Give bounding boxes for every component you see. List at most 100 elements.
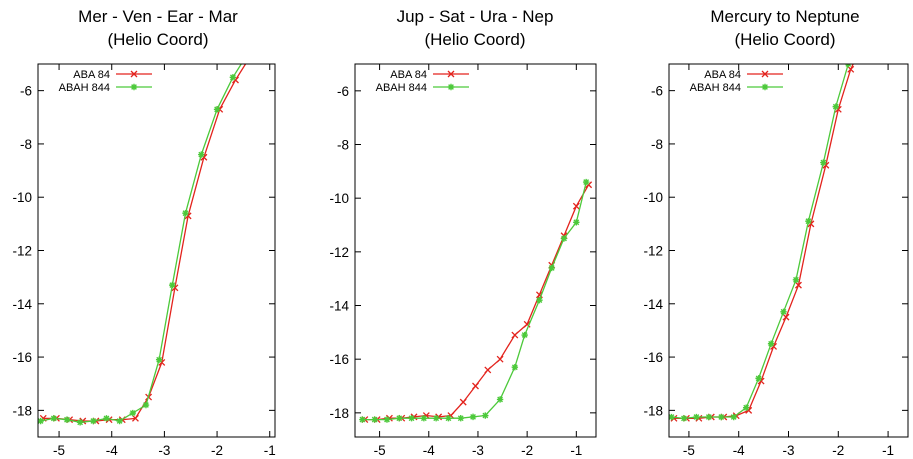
legend-label: ABA 84: [73, 69, 110, 81]
data-point-square: [420, 415, 428, 422]
y-tick-label: -14: [329, 299, 349, 314]
data-point-x: [472, 382, 479, 390]
plot-area: [38, 37, 267, 426]
y-tick-label: -18: [643, 403, 663, 418]
data-point-square: [780, 308, 787, 315]
y-tick-label: -16: [329, 352, 349, 367]
data-point-x: [523, 320, 531, 328]
data-point-square: [63, 416, 71, 423]
data-point-square: [445, 415, 452, 422]
chart-title-line: Mer - Ven - Ear - Mar: [78, 7, 238, 26]
chart-title-line: Jup - Sat - Ura - Nep: [397, 7, 554, 26]
x-tick-label: -2: [211, 443, 223, 458]
data-point-square: [457, 415, 464, 422]
legend-marker-square: [447, 83, 455, 91]
data-point-square: [792, 276, 800, 284]
data-point-square: [248, 45, 254, 51]
x-tick-label: -3: [158, 443, 170, 458]
x-tick-label: -5: [53, 443, 65, 458]
data-point-x: [782, 313, 790, 321]
data-point-square: [408, 415, 415, 422]
data-point-x: [794, 281, 802, 289]
y-tick-label: -14: [643, 297, 663, 312]
y-tick-label: -6: [651, 84, 663, 99]
legend-label: ABA 84: [704, 69, 741, 81]
legend-marker-x: [447, 70, 455, 78]
data-point-square: [730, 413, 737, 421]
y-tick-label: -10: [643, 190, 663, 205]
series-line-aba-84: [43, 64, 247, 422]
data-point-square: [469, 413, 477, 421]
data-point-square: [496, 396, 504, 403]
data-point-square: [229, 74, 237, 81]
chart-panel-3: Mercury to Neptune (Helio Coord) -5 -4 -3 -2 -…: [643, 7, 909, 458]
data-point-square: [50, 415, 57, 422]
data-point-square: [38, 417, 44, 425]
data-point-square: [259, 37, 265, 43]
data-point-square: [76, 419, 84, 426]
data-point-square: [155, 356, 163, 363]
series-line-aba-84: [674, 64, 854, 420]
data-point-square: [805, 217, 812, 225]
y-tick-label: -10: [329, 191, 349, 206]
data-point-square: [129, 409, 136, 417]
x-tick-label: -4: [106, 443, 118, 458]
data-point-square: [680, 415, 688, 422]
data-point-x: [251, 48, 257, 54]
data-point-square: [767, 340, 775, 347]
data-point-x: [459, 398, 467, 406]
data-point-square: [548, 264, 555, 272]
data-point-x: [511, 331, 519, 339]
chart-title-line: (Helio Coord): [734, 30, 835, 49]
y-tick-label: -12: [643, 244, 663, 259]
y-tick-label: -6: [337, 84, 349, 99]
data-point-x: [860, 40, 866, 46]
data-point-square: [536, 296, 543, 304]
x-tick-label: -5: [374, 443, 386, 458]
data-point-square: [482, 412, 489, 419]
data-point-square: [103, 415, 110, 422]
data-point-square: [213, 106, 221, 113]
plot-frame: [354, 63, 597, 438]
y-tick-label: -16: [643, 350, 663, 365]
chart-panel-1: Mer - Ven - Ear - Mar (Helio Coord) -5 -4 -3…: [12, 7, 275, 458]
y-tick-label: -12: [329, 245, 349, 260]
data-point-x: [496, 355, 504, 363]
legend-label: ABAH 844: [59, 82, 110, 94]
y-tick-label: -6: [20, 84, 32, 99]
chart-panel-2: Jup - Sat - Ura - Nep (Helio Coord) -5 -4 -3…: [329, 7, 597, 458]
y-tick-label: -16: [12, 350, 32, 365]
data-point-x: [261, 40, 267, 46]
data-point-square: [169, 281, 176, 289]
data-point-square: [432, 415, 440, 422]
y-tick-label: -8: [20, 137, 32, 152]
plot-area: [669, 31, 879, 422]
data-point-square: [359, 416, 366, 423]
y-tick-label: -12: [12, 244, 32, 259]
data-point-square: [870, 31, 876, 37]
plot-frame: [668, 63, 909, 438]
y-tick-label: -14: [12, 297, 32, 312]
x-tick-label: -3: [472, 443, 484, 458]
data-point-square: [90, 417, 97, 425]
data-point-square: [755, 375, 762, 382]
data-point-square: [182, 210, 189, 217]
series-line-abah-844: [40, 64, 243, 423]
y-tick-label: -8: [651, 137, 663, 152]
y-tick-label: -18: [12, 403, 32, 418]
data-point-square: [820, 159, 827, 166]
data-point-square: [511, 364, 519, 371]
data-point-x: [873, 34, 879, 40]
data-point-x: [847, 65, 855, 73]
x-tick-label: -4: [733, 443, 745, 458]
chart-title-line: (Helio Coord): [424, 30, 525, 49]
plot-frame: [37, 63, 276, 438]
chart-title-line: (Helio Coord): [107, 30, 208, 49]
data-point-square: [521, 331, 528, 339]
data-point-square: [383, 416, 391, 423]
legend-marker-square: [761, 83, 769, 91]
data-point-square: [669, 413, 675, 421]
data-point-x: [535, 291, 543, 299]
data-point-square: [832, 103, 840, 110]
